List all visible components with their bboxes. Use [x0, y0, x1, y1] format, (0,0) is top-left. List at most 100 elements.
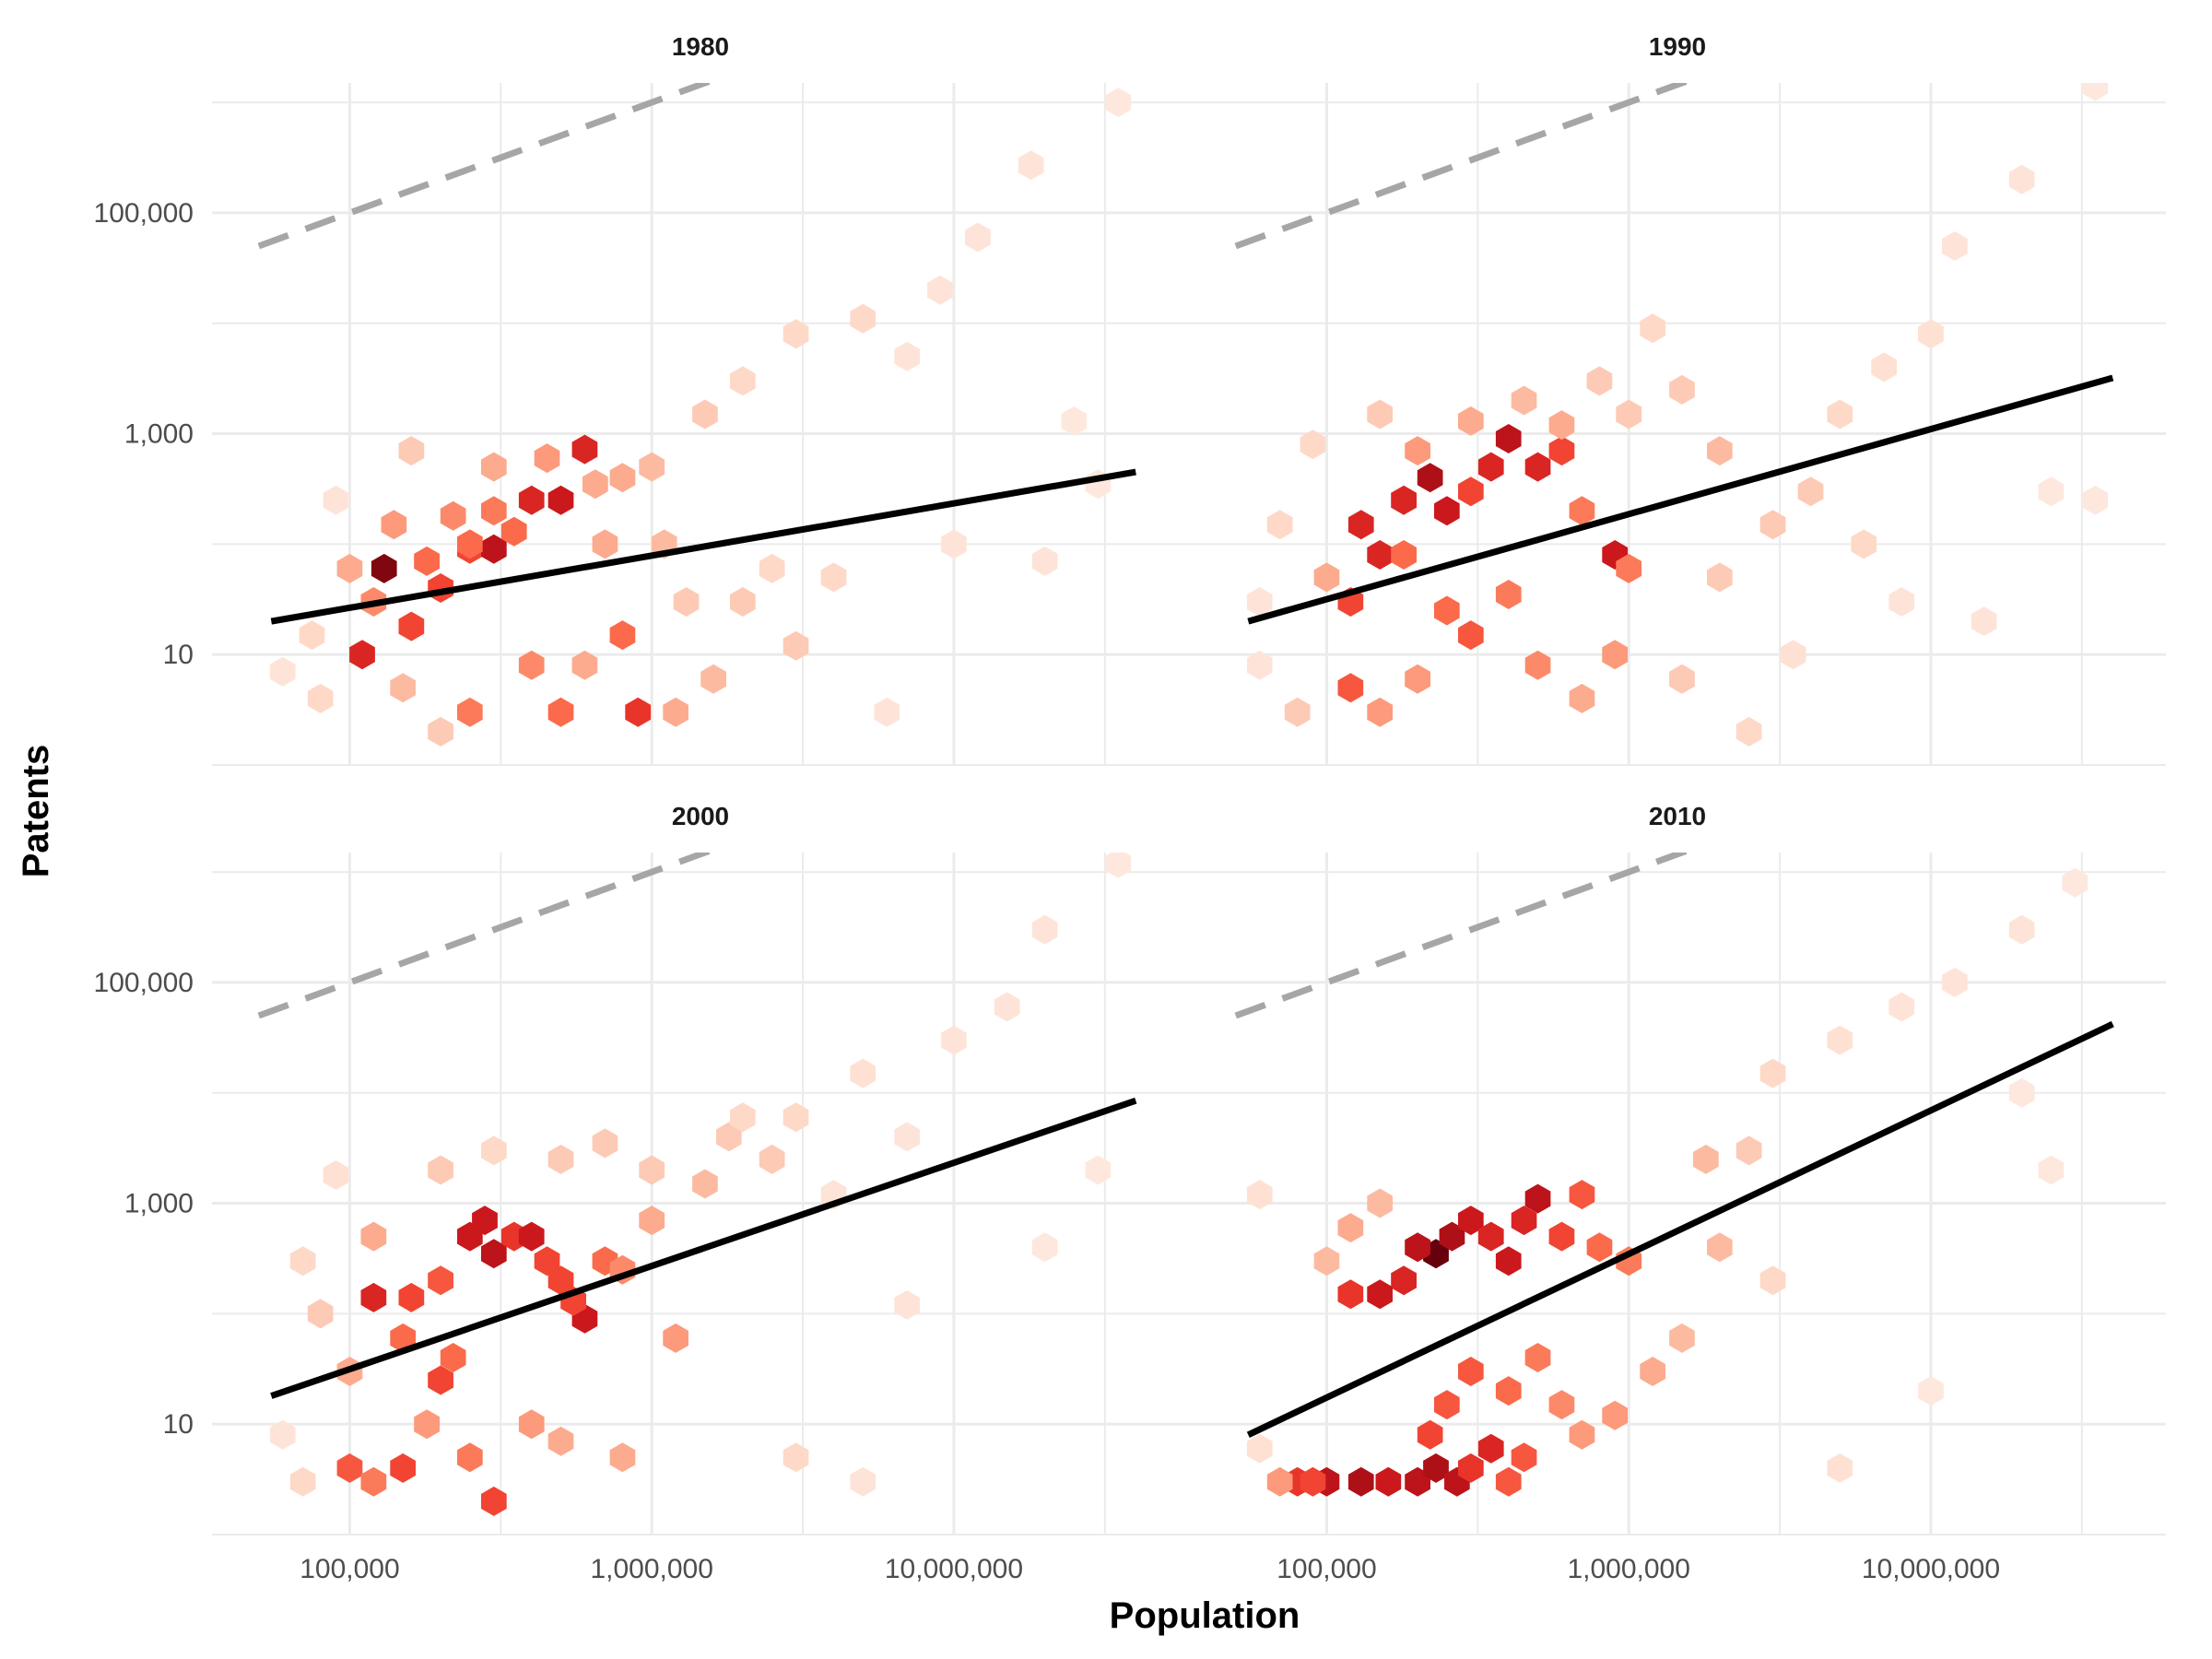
hexbin-cell [361, 1222, 387, 1252]
hexbin-cell [1942, 231, 1968, 261]
hexbin-cell [361, 1283, 387, 1312]
hexbin-cell [270, 657, 296, 687]
hexbin-cell [692, 400, 718, 429]
hexbin-cell [1458, 477, 1484, 506]
hexbin-cell [548, 698, 574, 727]
hexbin-cell [1888, 587, 1914, 617]
hexbin-cell [1391, 486, 1417, 515]
hexbin-cell [610, 620, 636, 650]
hexbin-layer [270, 88, 1131, 747]
hexbin-cell [1105, 849, 1131, 878]
hexbin-cell [1367, 1279, 1393, 1309]
hexbin-cell [548, 1427, 574, 1456]
hexbin-cell [894, 1122, 920, 1151]
hexbin-cell [1942, 968, 1968, 997]
hexbin-cell [994, 993, 1020, 1022]
hexbin-cell [639, 1156, 665, 1185]
hexbin-cell [639, 1206, 665, 1235]
hexbin-cell [2009, 915, 2035, 945]
hexbin-cell [941, 529, 967, 559]
hexbin-cell [1549, 1222, 1575, 1252]
hexbin-cell [399, 1283, 425, 1312]
facet-panel: 2010100,0001,000,00010,000,000 [1189, 709, 2166, 1584]
hexbin-cell [1434, 496, 1460, 525]
hexbin-cell [674, 587, 700, 617]
hexbin-cell [1367, 698, 1393, 727]
hexbin-cell [1267, 510, 1293, 539]
hexbin-cell [1602, 640, 1628, 669]
hexbin-cell [337, 1453, 363, 1483]
hexbin-cell [1760, 510, 1786, 539]
hexbin-cell [2039, 477, 2065, 506]
facet-panel: 2000101,000100,000100,0001,000,00010,000… [94, 709, 1189, 1584]
hexbin-cell [1512, 1442, 1537, 1472]
hexbin-cell [582, 469, 608, 499]
hexbin-cell [1570, 496, 1595, 525]
hexbin-cell [519, 1409, 545, 1439]
hexbin-cell [1669, 665, 1695, 694]
x-axis-title: Population [1110, 1595, 1300, 1636]
hexbin-cell [1616, 400, 1641, 429]
hexbin-cell [759, 554, 785, 583]
hexbin-cell [1434, 1390, 1460, 1419]
hexbin-cell [1827, 1026, 1853, 1055]
hexbin-cell [1391, 1265, 1417, 1295]
hexbin-cell [1693, 1145, 1719, 1174]
hexbin-cell [1367, 1189, 1393, 1218]
hexbin-cell [1496, 424, 1522, 453]
hexbin-cell [663, 1324, 688, 1353]
hexbin-cell [1086, 1156, 1112, 1185]
hexbin-cell [2009, 1078, 2035, 1108]
hexbin-cell [308, 1299, 334, 1328]
y-tick-label: 1,000 [124, 419, 194, 450]
hexbin-cell [308, 684, 334, 713]
facet-panel: 1990 [1189, 0, 2166, 765]
hexbin-cell [1267, 1467, 1293, 1497]
hexbin-cell [639, 453, 665, 482]
hexbin-cell [382, 510, 407, 539]
hexbin-cell [457, 1442, 483, 1472]
facet-title: 1990 [1649, 32, 1706, 61]
hexbin-cell [1338, 1279, 1364, 1309]
hexbin-cell [548, 1145, 574, 1174]
hexbin-cell [663, 698, 688, 727]
hexbin-cell [1669, 375, 1695, 405]
hexbin-cell [1918, 1376, 1944, 1406]
hexbin-cell [1496, 1246, 1522, 1276]
hexbin-cell [2082, 486, 2108, 515]
hexbin-cell [1798, 477, 1824, 506]
hexbin-cell [1032, 915, 1058, 945]
hexbin-cell [1348, 1467, 1374, 1497]
y-tick-label: 1,000 [124, 1189, 194, 1219]
y-tick-label: 100,000 [94, 968, 194, 998]
x-tick-label: 100,000 [1277, 1554, 1376, 1584]
hexbin-cell [1669, 1324, 1695, 1353]
hexbin-cell [927, 276, 953, 305]
hexbin-cell [1707, 436, 1733, 465]
hexbin-cell [1760, 1059, 1786, 1088]
hexbin-layer [270, 849, 1131, 1516]
hexbin-cell [324, 1160, 349, 1190]
hexbin-cell [1707, 562, 1733, 592]
hexbin-cell [2082, 72, 2108, 101]
hexbin-layer [1247, 72, 2108, 747]
hexbin-cell [371, 554, 397, 583]
hexbin-cell [457, 698, 483, 727]
hexbin-cell [730, 587, 756, 617]
hexbin-cell [610, 463, 636, 492]
hexbin-cell [1525, 453, 1551, 482]
hexbin-cell [1405, 665, 1430, 694]
hexbin-cell [1781, 640, 1806, 669]
x-tick-label: 10,000,000 [885, 1554, 1023, 1584]
hexbin-cell [390, 1453, 416, 1483]
hexbin-cell [1549, 410, 1575, 440]
hexbin-cell [1247, 1180, 1273, 1209]
x-tick-label: 10,000,000 [1862, 1554, 2000, 1584]
hexbin-cell [519, 486, 545, 515]
hexbin-cell [1971, 606, 1997, 636]
hexbin-cell [300, 620, 325, 650]
hexbin-cell [783, 1442, 809, 1472]
hexbin-cell [610, 1442, 636, 1472]
hexbin-cell [783, 631, 809, 661]
hexbin-cell [481, 453, 507, 482]
